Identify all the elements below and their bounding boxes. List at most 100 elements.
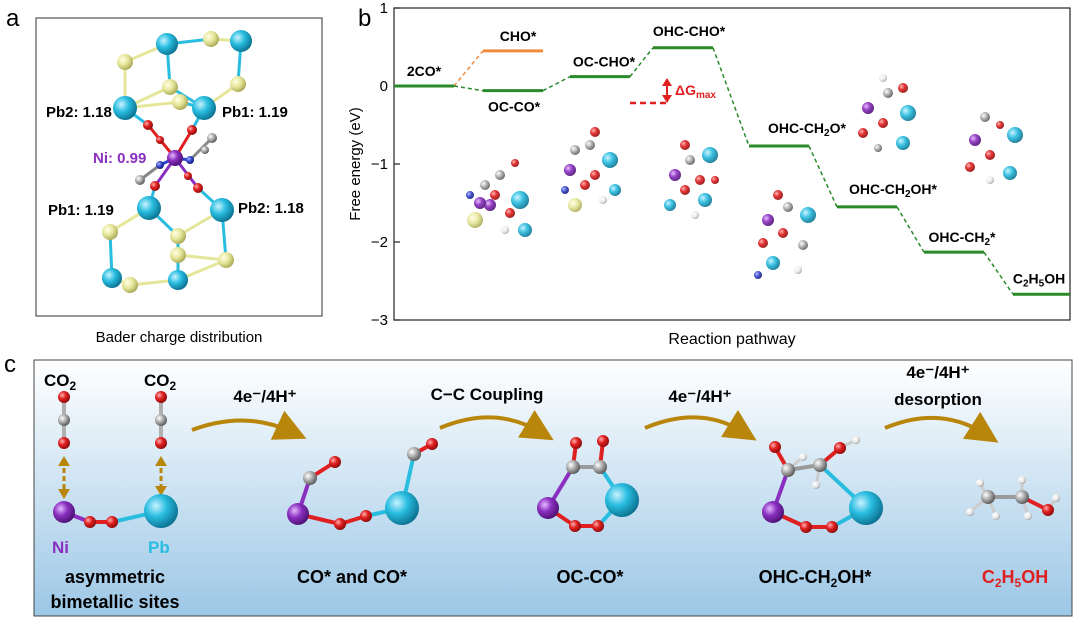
s-atom <box>218 252 234 268</box>
connector <box>453 85 484 92</box>
stage-1-structure <box>287 438 438 530</box>
step-arrow-2 <box>439 410 554 441</box>
c-atom <box>135 175 145 185</box>
thumbnail-ohc-cho <box>664 140 719 219</box>
stage-3-structure <box>762 436 883 533</box>
o-atom <box>187 125 197 135</box>
thumbnail-oc-cho <box>561 127 621 212</box>
product-label: C2H5OH <box>982 567 1048 590</box>
panel-b: b Free energy (eV) Reaction pathway 1 0 −1… <box>347 0 1071 348</box>
step-arrow-1 <box>191 410 307 440</box>
pb-atom-pb2-bottom <box>210 198 234 222</box>
charge-pb2-bottom: Pb2: 1.18 <box>238 200 304 217</box>
connector <box>983 251 1014 295</box>
pb-atom-pb1-top <box>192 96 216 120</box>
delta-g-subscript: max <box>696 90 716 101</box>
s-atom <box>230 76 246 92</box>
co2-label-right: CO2 <box>144 371 177 393</box>
level-label: OC-CO* <box>488 99 541 115</box>
product-oh: OH <box>1021 567 1048 587</box>
delta-g-arrow-head-top <box>662 78 672 86</box>
o-atom <box>156 136 164 144</box>
stage-2-structure <box>537 435 639 532</box>
level-label: OHC-CHO* <box>653 23 726 39</box>
thumbnail-oc-co <box>466 159 532 237</box>
panel-a: a Bader charge distribution <box>6 5 323 346</box>
connector <box>629 47 654 78</box>
charge-pb1-bottom: Pb1: 1.19 <box>48 202 114 219</box>
pb-atom <box>230 30 252 52</box>
delta-g-text: ΔGmax <box>675 82 716 101</box>
pb-label: Pb <box>148 538 170 557</box>
n-atom <box>186 156 194 164</box>
thumbnail-ohc-ch2 <box>965 112 1023 184</box>
charge-pb2-top: Pb2: 1.18 <box>46 104 112 121</box>
delta-g-symbol: ΔG <box>675 82 696 98</box>
level-label: CHO* <box>500 28 537 44</box>
delta-g-arrow-head-bottom <box>662 95 672 103</box>
stage-3-label: OHC-CH2OH* <box>759 567 872 590</box>
product-c: C <box>982 567 995 587</box>
panel-b-label: b <box>358 5 371 32</box>
connector <box>453 50 484 87</box>
s-atom <box>117 54 133 70</box>
y-tick-label: −2 <box>371 234 388 251</box>
site-label-line1: asymmetric <box>65 567 165 587</box>
product-c-sub: 2 <box>995 576 1002 590</box>
step-arrow-4 <box>884 411 999 443</box>
level-label: OHC-CH2O* <box>768 120 846 139</box>
energy-levels <box>394 46 1070 296</box>
level-label: 2CO* <box>407 63 442 79</box>
product-h-sub: 5 <box>1015 576 1022 590</box>
c-atom <box>201 146 209 154</box>
panel-a-label: a <box>6 5 20 32</box>
n-atom <box>156 161 164 169</box>
connector <box>808 145 838 208</box>
c-atom <box>207 133 217 143</box>
step-4-label-line2: desorption <box>894 390 982 409</box>
panel-a-structure <box>102 30 252 293</box>
panel-c-background <box>33 359 1073 617</box>
o-atom <box>143 120 153 130</box>
pb-site-atom <box>144 494 178 528</box>
charge-ni: Ni: 0.99 <box>93 150 146 167</box>
y-tick-label: 1 <box>380 0 388 17</box>
panel-a-caption: Bader charge distribution <box>96 329 263 346</box>
s-atom <box>170 247 186 263</box>
connector <box>542 75 571 92</box>
structure-thumbnails <box>466 74 1023 279</box>
y-ticks: 1 0 −1 −2 −3 <box>371 0 400 329</box>
panel-a-frame <box>35 17 323 317</box>
step-4-label-line1: 4e⁻/4H⁺ <box>906 363 969 382</box>
y-axis-label: Free energy (eV) <box>347 107 364 220</box>
stage-1-label: CO* and CO* <box>297 567 407 587</box>
thumbnail-ohc-ch2oh <box>858 74 916 152</box>
ni-label: Ni <box>52 538 69 557</box>
s-atom <box>122 277 138 293</box>
co2-molecule-left <box>58 391 70 449</box>
site-label-line2: bimetallic sites <box>50 592 179 612</box>
pb-atom <box>102 268 122 288</box>
step-2-label: C−C Coupling <box>431 385 544 404</box>
ethanol-structure <box>966 476 1060 520</box>
panel-c-label: c <box>4 351 16 378</box>
connector <box>712 47 750 147</box>
stage-3-main: OHC-CH <box>759 567 831 587</box>
step-1-label: 4e⁻/4H⁺ <box>233 387 296 406</box>
s-atom <box>203 31 219 47</box>
pb-atom-pb2-top <box>113 96 137 120</box>
co2-right-text: CO <box>144 371 170 390</box>
o-atom <box>193 183 203 193</box>
delta-g-annotation: ΔGmax <box>630 78 716 105</box>
y-tick-label: −3 <box>371 312 388 329</box>
level-label: C2H5OH <box>1013 270 1065 289</box>
pb-atom <box>156 33 178 55</box>
co2-right-subscript: 2 <box>170 379 177 393</box>
connector <box>896 206 925 253</box>
stage-2-label: OC-CO* <box>557 567 624 587</box>
pb-atom <box>168 270 188 290</box>
co2-left-subscript: 2 <box>70 379 77 393</box>
co2-left-text: CO <box>44 371 70 390</box>
co2-molecule-right <box>155 391 167 449</box>
